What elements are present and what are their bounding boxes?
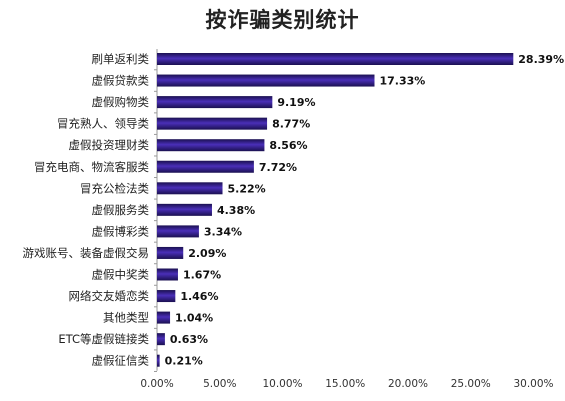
- bar: [157, 182, 223, 195]
- x-tick-label: 25.00%: [451, 378, 491, 390]
- category-label: 冒充公检法类: [80, 181, 149, 195]
- category-label: 其他类型: [103, 311, 149, 325]
- bar: [157, 160, 254, 173]
- x-tick-label: 10.00%: [262, 378, 302, 390]
- axes: [154, 49, 158, 372]
- bar: [157, 53, 514, 65]
- value-label: 28.39%: [518, 53, 564, 66]
- value-label: 0.63%: [170, 333, 208, 346]
- category-label: 虚假服务类: [92, 203, 150, 217]
- category-label: 虚假购物类: [92, 95, 150, 109]
- bar: [157, 96, 273, 109]
- category-label: ETC等虚假链接类: [58, 332, 149, 346]
- value-label: 0.21%: [165, 355, 203, 368]
- bar: [157, 139, 265, 152]
- value-label: 8.77%: [272, 118, 310, 131]
- bar: [157, 225, 199, 238]
- bar: [157, 117, 268, 130]
- category-label: 虚假博彩类: [92, 224, 150, 238]
- value-label: 2.09%: [188, 247, 226, 260]
- x-tick-label: 30.00%: [513, 378, 553, 390]
- category-label: 虚假投资理财类: [69, 138, 150, 152]
- bar: [157, 311, 171, 324]
- value-label: 1.04%: [175, 312, 213, 325]
- value-label: 1.46%: [180, 290, 218, 303]
- labels: 刷单返利类 28.39% 虚假贷款类 17.33% 虚假购物类 9.19% 冒充熟人、领导类…: [23, 52, 565, 390]
- value-label: 9.19%: [277, 96, 315, 109]
- value-label: 3.34%: [204, 225, 242, 238]
- chart-title: 按诈骗类别统计: [205, 7, 360, 32]
- category-label: 虚假中奖类: [92, 268, 150, 282]
- value-label: 4.38%: [217, 204, 255, 217]
- x-tick-label: 20.00%: [388, 378, 428, 390]
- bar: [157, 333, 165, 346]
- category-label: 冒充电商、物流客服类: [34, 160, 149, 174]
- category-label: 虚假征信类: [92, 354, 150, 368]
- category-label: 网络交友婚恋类: [69, 289, 150, 303]
- x-tick-label: 5.00%: [203, 378, 236, 390]
- bar: [157, 203, 212, 216]
- bar: [157, 268, 178, 281]
- value-label: 1.67%: [183, 269, 221, 282]
- x-tick-label: 0.00%: [140, 378, 173, 390]
- value-label: 5.22%: [228, 182, 266, 195]
- category-label: 游戏账号、装备虚假交易: [23, 246, 150, 260]
- category-label: 刷单返利类: [92, 52, 150, 66]
- category-label: 冒充熟人、领导类: [57, 117, 149, 131]
- value-label: 7.72%: [259, 161, 297, 174]
- bar: [157, 290, 176, 303]
- value-label: 17.33%: [379, 75, 425, 88]
- bar: [157, 354, 160, 367]
- x-tick-label: 15.00%: [325, 378, 365, 390]
- bars: [157, 53, 514, 367]
- bar: [157, 74, 375, 87]
- category-label: 虚假贷款类: [92, 74, 150, 88]
- value-label: 8.56%: [269, 139, 307, 152]
- bar: [157, 246, 184, 259]
